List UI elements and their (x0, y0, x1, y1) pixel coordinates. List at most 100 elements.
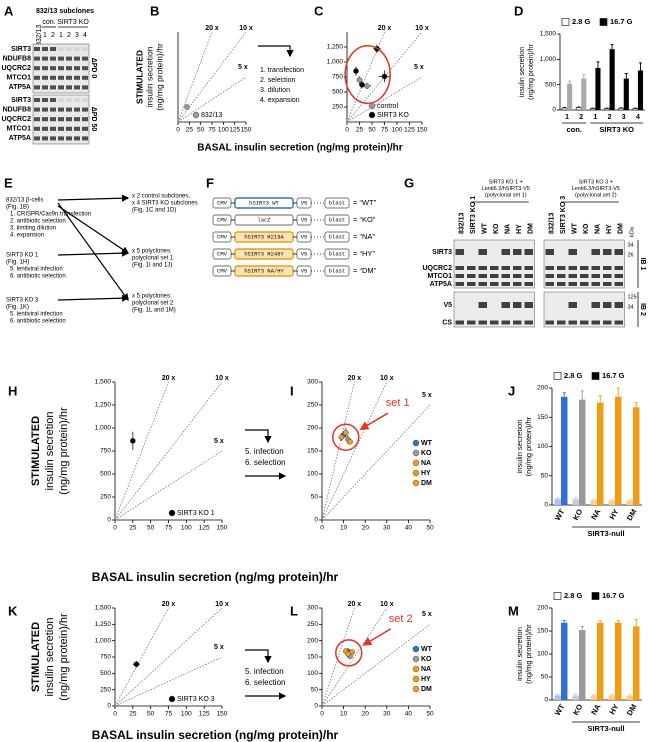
construct-part: blast (329, 216, 346, 223)
legend-label: 832/13 (201, 112, 223, 119)
construct-part: lacZ (257, 216, 271, 223)
legend-swatch (368, 111, 376, 119)
legend-label: 2.8 G (564, 591, 583, 600)
panel-letter: M (508, 603, 519, 618)
point (364, 83, 370, 89)
band (557, 274, 566, 278)
blot (453, 239, 535, 289)
y-axis-label: insulin secretion (44, 618, 56, 697)
x-tick-label: 100 (218, 127, 229, 134)
y-tick-label: 250 (100, 494, 111, 501)
legend-swatch (412, 685, 420, 693)
step-text: 6. selection (245, 458, 285, 467)
x-tick-label: 75 (165, 525, 173, 532)
y-tick-label: 1,000 (540, 56, 557, 63)
construct-box (324, 231, 350, 243)
source-text: (Fig. 1B) (6, 205, 29, 211)
band (524, 266, 533, 270)
band (580, 282, 589, 286)
x-tick-label: 100 (392, 127, 403, 134)
bar (615, 396, 622, 505)
y-tick-label: 300 (307, 379, 318, 386)
band (490, 266, 499, 270)
lane-label: DM (528, 223, 535, 234)
x-tick-label: 30 (383, 711, 391, 718)
x-tick-label: 0 (320, 711, 324, 718)
bar (637, 70, 644, 110)
y-tick-label: 150 (307, 448, 318, 455)
lane-label: HY (606, 224, 613, 234)
y-axis-label: (ng/mg protein)/hr (524, 624, 533, 684)
lane-label: WT (572, 222, 579, 234)
x-tick-label: 25 (129, 711, 137, 718)
y-tick-label: 100 (537, 443, 548, 450)
step-text: 3. dilution (260, 87, 290, 94)
bar (623, 78, 629, 110)
x-axis-label: BASAL insulin secretion (ng/mg protein)/… (92, 570, 339, 584)
bar (579, 630, 586, 700)
construct-label: = “NA” (353, 232, 375, 241)
x-tick-label: 75 (165, 711, 173, 718)
flow-arrow (57, 205, 129, 254)
panel-letter: C (314, 3, 324, 18)
band (74, 136, 80, 141)
panel-letter: I (290, 383, 294, 398)
band (34, 98, 40, 102)
result-text: x 5 polyclones: (132, 249, 172, 255)
construct-part: blast (329, 199, 346, 206)
y-tick-label: 100 (307, 670, 318, 677)
legend-swatch (591, 592, 600, 600)
lane-label: WT (482, 222, 489, 234)
construct-part: blast (329, 267, 346, 274)
group-label: SIRT3-null (587, 724, 624, 733)
band (66, 85, 72, 90)
band (580, 274, 589, 278)
band (568, 302, 577, 308)
annotation: set 1 (386, 397, 410, 409)
bar (554, 695, 561, 700)
point (353, 68, 359, 74)
point (381, 73, 388, 80)
x-tick-label: 50 (426, 525, 434, 532)
bar (633, 407, 640, 505)
band (614, 320, 623, 325)
bar (608, 500, 615, 505)
x-tick-label: 0 (113, 525, 117, 532)
band (455, 282, 464, 286)
band (74, 98, 80, 102)
legend-swatch (192, 111, 200, 119)
ratio-label: 5 x (422, 611, 432, 618)
band (524, 274, 533, 278)
result-text: x 2 control subclones, (132, 194, 190, 200)
band (82, 107, 88, 112)
step-text: 4. expansion (260, 97, 300, 104)
ratio-label: 10 x (239, 25, 253, 32)
bar (632, 108, 639, 111)
y-tick-label: 500 (332, 89, 343, 96)
band (50, 47, 56, 51)
band (42, 56, 48, 61)
blot-header: Lenti6.3/hSIRT3-V5 (572, 186, 620, 192)
band (467, 274, 476, 278)
construct-part: CMV (217, 250, 228, 257)
band (34, 136, 40, 141)
y-tick-label: 150 (537, 628, 548, 635)
y-tick-label: 200 (307, 425, 318, 432)
lane-label: DM (618, 223, 625, 234)
highlight (344, 44, 391, 105)
band (603, 266, 612, 270)
y-tick-label: 250 (100, 686, 111, 693)
legend-label: 16.7 G (610, 17, 633, 26)
y-tick-label: 100 (307, 471, 318, 478)
legend-swatch (412, 479, 420, 487)
band (82, 47, 88, 51)
ratio-label: 5 x (214, 644, 224, 651)
y-tick-label: 1,500 (95, 605, 112, 612)
ratio-label: 5 x (214, 438, 224, 445)
bar (579, 399, 586, 505)
blot (543, 239, 625, 289)
action-text: 6. antibiotic selection (10, 319, 66, 325)
band (524, 320, 533, 325)
legend-label: KO (421, 450, 432, 457)
